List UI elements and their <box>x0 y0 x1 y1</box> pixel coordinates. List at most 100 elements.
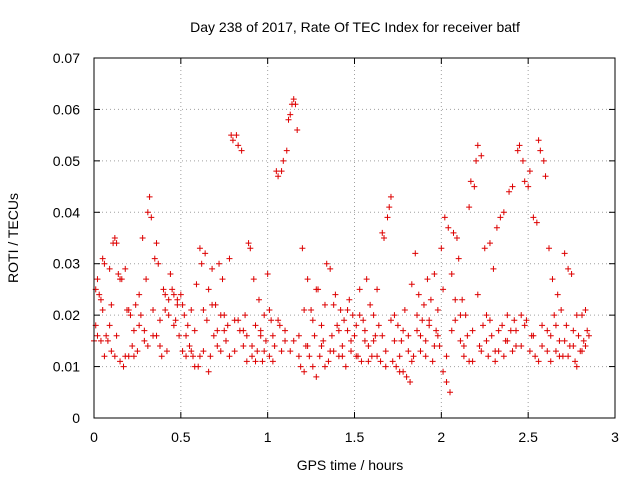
data-point <box>167 271 174 277</box>
data-point <box>273 168 280 175</box>
data-point <box>174 296 181 303</box>
data-point <box>101 260 108 267</box>
data-point <box>374 353 381 360</box>
data-point <box>127 312 134 319</box>
data-point <box>436 343 443 349</box>
data-point <box>554 291 561 298</box>
data-point <box>493 224 500 231</box>
data-point <box>269 358 276 365</box>
data-point <box>570 343 577 349</box>
data-point <box>228 132 235 139</box>
data-point <box>226 255 233 262</box>
data-point <box>172 317 179 324</box>
data-point <box>381 235 388 241</box>
data-point <box>217 312 224 319</box>
data-point <box>561 250 568 257</box>
data-point <box>353 322 360 329</box>
data-point <box>122 265 129 272</box>
data-point <box>165 296 172 303</box>
data-point <box>401 307 408 313</box>
data-point <box>96 291 103 298</box>
data-point <box>565 265 572 272</box>
data-point <box>160 286 167 293</box>
data-point <box>254 348 261 355</box>
data-point <box>162 307 169 313</box>
data-point <box>334 322 341 329</box>
data-point <box>179 301 186 308</box>
data-point <box>275 317 282 324</box>
data-point <box>141 327 148 334</box>
data-point <box>408 281 415 288</box>
data-point <box>356 312 363 319</box>
data-point <box>252 322 259 329</box>
data-point <box>469 327 476 334</box>
data-point <box>309 317 316 324</box>
data-point <box>321 363 328 370</box>
data-point <box>481 245 488 252</box>
data-point <box>547 358 554 365</box>
data-point <box>205 368 212 375</box>
data-point <box>379 229 386 236</box>
data-point <box>97 296 104 303</box>
data-point <box>141 337 148 344</box>
data-point <box>360 317 367 324</box>
data-point <box>530 332 537 339</box>
data-point <box>410 353 417 360</box>
data-point <box>546 245 553 252</box>
data-point <box>391 337 398 344</box>
data-point <box>221 327 228 334</box>
data-point <box>318 322 325 329</box>
chart-title: Day 238 of 2017, Rate Of TEC Index for r… <box>190 19 520 35</box>
data-point <box>94 332 101 339</box>
data-point <box>120 363 127 370</box>
data-point <box>111 353 118 360</box>
data-point <box>556 337 563 344</box>
data-point <box>518 312 525 319</box>
data-point <box>415 291 422 298</box>
data-point <box>408 358 415 365</box>
data-point <box>282 337 289 344</box>
data-point <box>301 307 308 313</box>
y-tick-label: 0.03 <box>53 256 80 272</box>
data-point <box>382 348 389 355</box>
data-point <box>377 358 384 365</box>
data-point <box>525 183 532 190</box>
y-tick-label: 0.04 <box>53 204 80 220</box>
data-point <box>452 296 459 303</box>
data-point <box>148 214 155 221</box>
data-point <box>434 332 441 339</box>
data-point <box>367 301 374 308</box>
data-point <box>519 157 526 164</box>
x-tick-label: 0.5 <box>171 429 191 445</box>
data-point <box>368 353 375 360</box>
data-point <box>485 353 492 360</box>
data-point <box>429 358 436 365</box>
data-point <box>285 116 292 123</box>
data-point <box>448 271 455 277</box>
data-point <box>561 337 568 344</box>
data-point <box>532 353 539 360</box>
data-point <box>325 358 332 365</box>
data-point <box>158 353 165 360</box>
data-point <box>424 276 431 283</box>
data-point <box>513 327 520 334</box>
data-point <box>294 127 301 133</box>
data-point <box>483 312 490 319</box>
data-point <box>509 348 516 355</box>
data-point <box>301 368 308 375</box>
data-point <box>169 286 176 293</box>
data-point <box>483 337 490 344</box>
data-point <box>500 353 507 360</box>
x-tick-label: 0 <box>90 429 98 445</box>
data-point <box>170 322 177 329</box>
data-point <box>450 229 457 236</box>
data-point <box>280 157 287 164</box>
data-point <box>150 307 157 313</box>
data-point <box>261 312 268 319</box>
data-point <box>257 332 264 339</box>
data-point <box>405 332 412 339</box>
data-point <box>245 240 252 247</box>
data-point <box>264 271 271 277</box>
data-point <box>455 255 462 262</box>
